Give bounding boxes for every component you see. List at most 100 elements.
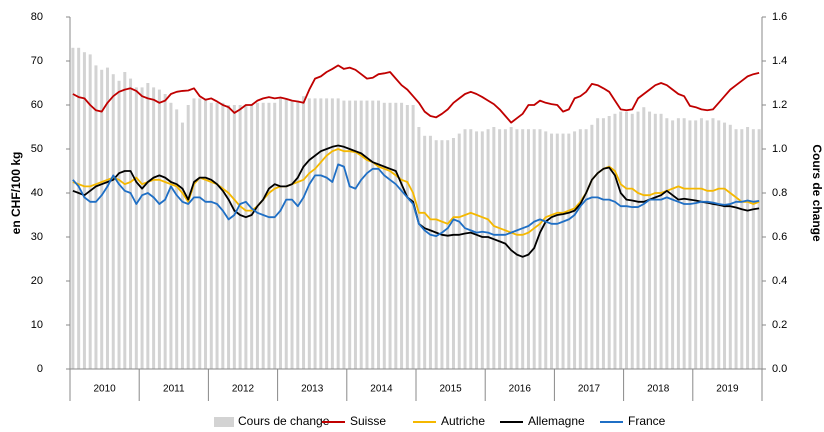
bar: [342, 100, 346, 369]
bar: [88, 54, 92, 370]
y2-tick-label: 0.4: [772, 275, 787, 287]
bar: [734, 129, 738, 369]
bar: [180, 122, 184, 369]
bar: [330, 98, 334, 370]
bar: [428, 135, 432, 369]
bar: [325, 98, 329, 370]
y2-tick-label: 1.6: [772, 11, 787, 23]
bar: [169, 102, 173, 370]
bar: [630, 113, 634, 369]
bar: [302, 96, 306, 369]
bar: [717, 120, 721, 370]
x-tick-label: 2012: [232, 384, 255, 395]
y-tick-label: 80: [31, 11, 43, 23]
bar: [307, 98, 311, 370]
bar: [498, 129, 502, 369]
bar: [682, 118, 686, 369]
bar: [451, 138, 455, 369]
bar: [129, 78, 133, 369]
bar: [244, 105, 248, 369]
bar: [400, 102, 404, 370]
bar: [273, 102, 277, 370]
bar: [665, 118, 669, 369]
bar: [353, 100, 357, 369]
bar: [192, 98, 196, 370]
bar: [503, 129, 507, 369]
bar: [146, 83, 150, 369]
bar: [365, 100, 369, 369]
bar: [227, 105, 231, 369]
bar: [232, 105, 236, 369]
bar: [336, 98, 340, 370]
bar: [555, 133, 559, 369]
bar: [705, 120, 709, 370]
bar: [175, 109, 179, 370]
bar: [100, 69, 104, 370]
bar: [723, 122, 727, 369]
legend-label: Suisse: [350, 414, 386, 428]
bar: [659, 113, 663, 369]
legend-label: Autriche: [441, 414, 485, 428]
bar: [521, 129, 525, 369]
bar: [382, 102, 386, 370]
bar: [469, 129, 473, 369]
bar: [209, 102, 213, 370]
bar: [607, 116, 611, 369]
x-tick-label: 2018: [647, 384, 670, 395]
legend-label: France: [628, 414, 666, 428]
bar: [267, 102, 271, 370]
legend-label: Cours de change: [238, 414, 330, 428]
bar: [624, 111, 628, 369]
bar: [423, 135, 427, 369]
bar: [538, 129, 542, 369]
y-tick-label: 0: [37, 363, 43, 375]
bar: [475, 131, 479, 369]
bar: [417, 127, 421, 369]
y2-tick-label: 1.2: [772, 99, 787, 111]
bar: [694, 120, 698, 370]
y-tick-label: 40: [31, 187, 43, 199]
bar: [319, 98, 323, 370]
x-tick-label: 2017: [578, 384, 601, 395]
bar: [405, 105, 409, 369]
bar: [711, 118, 715, 369]
y2-tick-label: 1.4: [772, 55, 787, 67]
bar: [457, 133, 461, 369]
bar: [578, 129, 582, 369]
bar: [434, 140, 438, 369]
y-tick-label: 20: [31, 275, 43, 287]
x-tick-label: 2011: [163, 384, 185, 395]
bar: [204, 98, 208, 370]
bar: [486, 129, 490, 369]
x-tick-label: 2010: [93, 384, 116, 395]
y2-axis-title: Cours de change: [810, 144, 824, 242]
bar: [671, 120, 675, 370]
bar: [676, 118, 680, 369]
bar: [198, 98, 202, 370]
bar: [152, 87, 156, 370]
legend-label: Allemagne: [528, 414, 585, 428]
bar: [238, 105, 242, 369]
bar: [757, 129, 761, 369]
bar: [71, 47, 75, 370]
bar: [728, 124, 732, 369]
bar: [186, 105, 190, 369]
y2-tick-label: 0.8: [772, 187, 787, 199]
bar: [648, 111, 652, 369]
bar: [371, 100, 375, 369]
line-series: [72, 64, 760, 124]
bar: [117, 80, 121, 370]
bar: [740, 129, 744, 369]
bar: [94, 65, 98, 370]
bar: [440, 140, 444, 369]
y-tick-label: 60: [31, 99, 43, 111]
y-tick-label: 10: [31, 319, 43, 331]
y-tick-label: 70: [31, 55, 43, 67]
line-series: [72, 148, 760, 236]
bar: [82, 52, 86, 369]
bar: [653, 113, 657, 369]
bar: [613, 113, 617, 369]
bar: [636, 111, 640, 369]
bar: [509, 127, 513, 369]
